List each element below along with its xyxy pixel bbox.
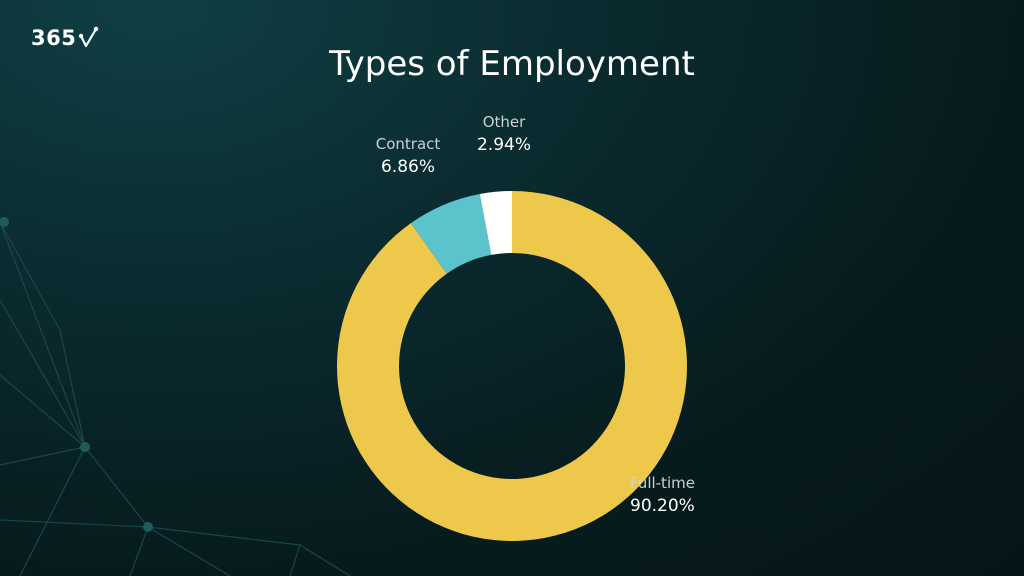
brand-logo: 365 (31, 26, 100, 50)
slice-full-time (336, 191, 687, 541)
value-label-contract: 6.86% (381, 157, 435, 177)
value-label-full-time: 90.20% (630, 496, 695, 516)
label-full-time: Full-time (630, 474, 695, 492)
logo-text: 365 (31, 26, 77, 50)
value-label-other: 2.94% (477, 135, 531, 155)
slice-other (479, 191, 512, 255)
label-contract: Contract (376, 135, 441, 153)
slice-contract (410, 193, 492, 274)
label-other: Other (483, 113, 526, 131)
logo-check-icon (79, 26, 99, 48)
chart-title: Types of Employment (329, 44, 695, 84)
